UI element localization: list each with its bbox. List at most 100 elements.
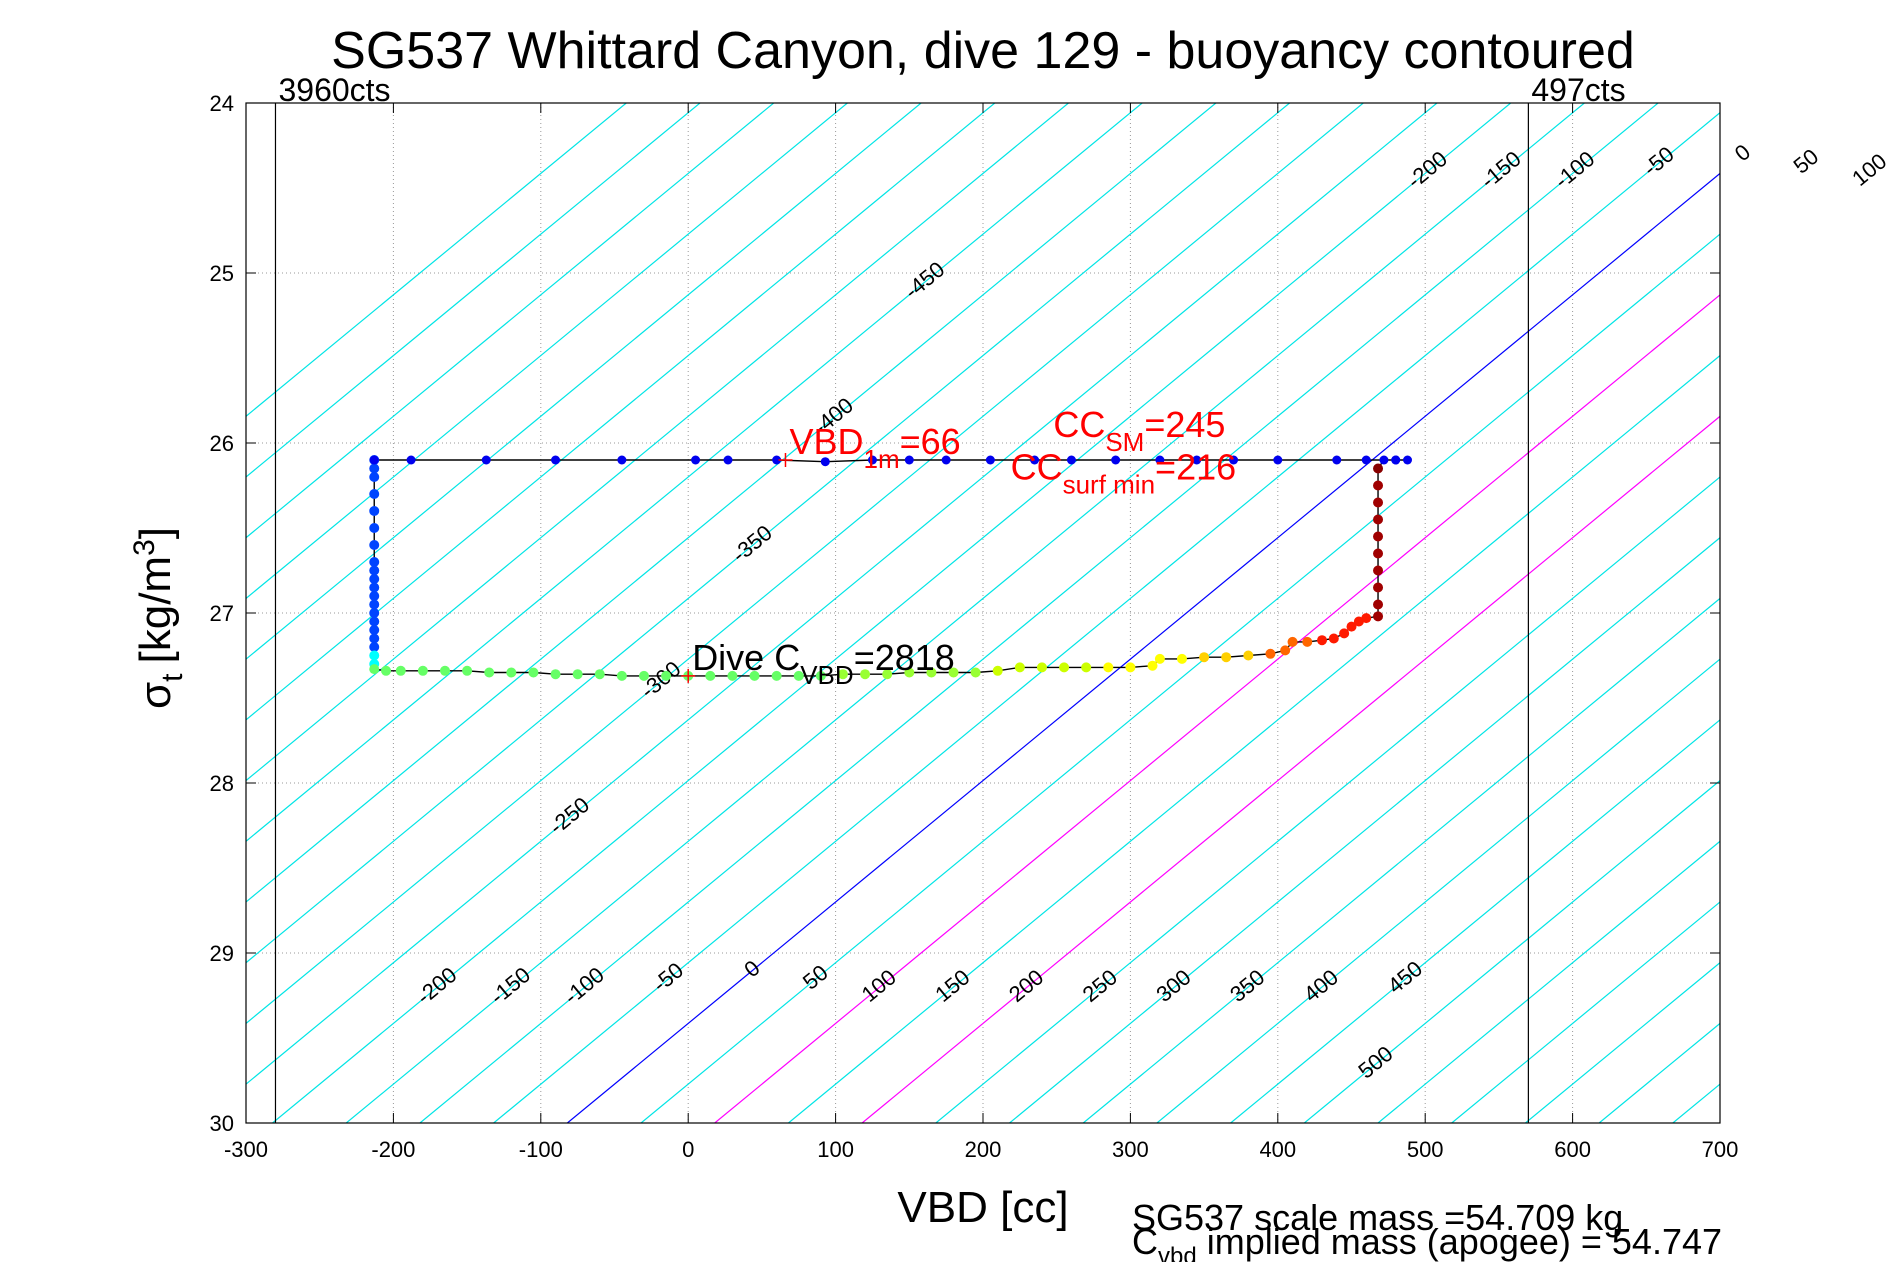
dive-point — [369, 523, 380, 533]
dive-point — [1373, 463, 1384, 474]
dive-point — [1361, 455, 1371, 465]
dive-point — [926, 667, 937, 678]
dive-point — [616, 670, 627, 681]
dive-point — [723, 455, 733, 465]
contour-line — [345, 103, 1585, 1123]
dive-point — [417, 665, 428, 676]
dive-point — [369, 557, 380, 567]
contour-line — [1672, 1083, 1720, 1123]
x-tick-label: -300 — [224, 1137, 268, 1162]
contour-line — [246, 103, 627, 418]
dive-point — [1379, 455, 1389, 465]
contour-line — [246, 103, 1143, 843]
dive-point — [369, 463, 380, 474]
dive-point — [1361, 613, 1372, 624]
dive-point — [904, 667, 915, 678]
dive-point — [369, 489, 380, 499]
y-axis-ticks: 24 25 26 27 28 29 30 — [210, 91, 1720, 1136]
contour-line — [1156, 658, 1720, 1123]
dive-point — [481, 455, 491, 465]
contour-line — [246, 103, 701, 478]
dive-point — [1176, 653, 1187, 664]
dive-point — [904, 455, 914, 465]
dive-point — [1373, 582, 1384, 593]
dive-point — [369, 616, 380, 627]
dive-point — [395, 665, 406, 676]
y-tick-label: 26 — [210, 431, 234, 456]
x-tick-label: -200 — [371, 1137, 415, 1162]
y-axis-label-superscript: 3 — [128, 539, 161, 556]
count-limit-label: 497cts — [1531, 72, 1625, 108]
contour-line — [246, 103, 1290, 964]
contour-label-top: 0 — [1730, 139, 1755, 166]
dive-point — [1373, 497, 1384, 508]
dive-point — [1373, 548, 1384, 559]
footer-implied-mass: Cvbd implied mass (apogee) = 54.747 — [1132, 1221, 1722, 1262]
dive-point — [484, 667, 495, 678]
dive-point — [594, 669, 605, 680]
dive-point — [771, 670, 782, 681]
dive-point — [1155, 455, 1165, 465]
contour-line — [246, 103, 1438, 1085]
annotation-2: CCsurf min=216 — [1011, 447, 1237, 500]
chart-title: SG537 Whittard Canyon, dive 129 - buoyan… — [331, 22, 1635, 80]
dive-point — [551, 455, 561, 465]
dive-point — [617, 455, 627, 465]
dive-point — [369, 574, 380, 584]
dive-point — [1125, 662, 1136, 673]
dive-point — [369, 591, 380, 601]
dive-point — [550, 669, 561, 680]
footer-implied-mass-text: implied mass (apogee) = 54.747 — [1197, 1221, 1722, 1262]
contour-line — [493, 111, 1720, 1123]
y-tick-label: 24 — [210, 91, 234, 116]
annotation-0: VBD1m=66 — [789, 421, 960, 474]
dive-point — [727, 670, 738, 681]
y-tick-label: 28 — [210, 771, 234, 796]
dive-point — [462, 665, 473, 676]
dive-point — [1346, 621, 1357, 632]
dive-point — [369, 455, 379, 465]
x-axis-label: VBD [cc] — [897, 1183, 1068, 1232]
y-tick-label: 25 — [210, 261, 234, 286]
contour-line — [1009, 536, 1720, 1123]
dive-point — [772, 455, 782, 465]
dive-point — [860, 669, 871, 680]
dive-point — [369, 565, 380, 576]
dive-point — [1332, 455, 1342, 465]
dive-point — [1036, 662, 1047, 673]
dive-point — [1192, 455, 1202, 465]
y-axis-label-symbol: σ — [131, 682, 180, 709]
y-tick-label: 27 — [210, 601, 234, 626]
annotation-1: CCSM=245 — [1053, 404, 1225, 457]
contour-line — [1451, 901, 1720, 1123]
dive-point — [1373, 565, 1384, 576]
y-axis-label-subscript: t — [156, 673, 189, 682]
dive-point — [369, 664, 380, 675]
dive-point — [369, 642, 380, 652]
dive-point — [705, 670, 716, 681]
contour-line — [1525, 961, 1720, 1123]
dive-point — [1391, 455, 1401, 465]
dive-point — [985, 455, 995, 465]
x-axis-ticks: -300 -200 -100 0 100 200 300 400 500 600 700 — [224, 103, 1738, 1162]
contour-line — [246, 103, 848, 600]
dive-point — [815, 670, 826, 681]
x-tick-label: 0 — [682, 1137, 694, 1162]
dive-point — [882, 669, 893, 680]
dive-point — [837, 669, 848, 680]
dive-point — [1014, 662, 1025, 673]
buoyancy-contours — [246, 103, 1720, 1123]
dive-point — [941, 455, 951, 465]
dive-point — [1317, 635, 1328, 646]
dive-point — [572, 669, 583, 680]
contour-label-top: 50 — [1788, 144, 1823, 179]
dive-point — [1373, 611, 1384, 622]
x-tick-label: -100 — [519, 1137, 563, 1162]
dive-point — [1030, 455, 1040, 465]
dive-point — [1302, 636, 1313, 647]
dive-point — [1339, 628, 1350, 639]
dive-trace — [369, 455, 1413, 681]
dive-point — [970, 667, 981, 678]
y-axis-label-units: [kg/m — [131, 556, 180, 664]
